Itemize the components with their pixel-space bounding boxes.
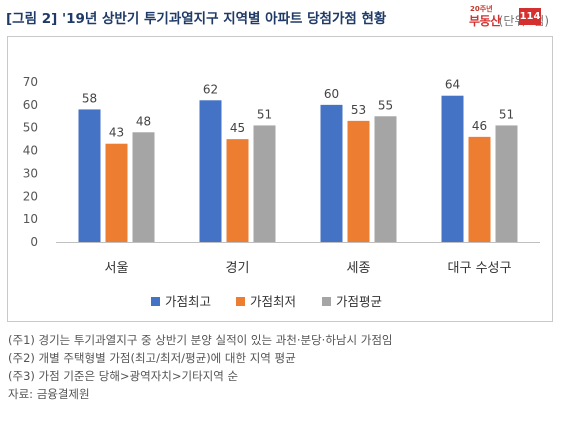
bar	[495, 125, 518, 242]
data-label: 45	[230, 121, 245, 135]
y-tick-label: 10	[23, 212, 38, 226]
chart-frame	[7, 36, 553, 322]
data-label: 60	[324, 87, 339, 101]
data-label: 51	[499, 107, 514, 121]
bar	[105, 143, 128, 242]
bar	[199, 100, 222, 243]
source-note: 자료: 금융결제원	[8, 387, 90, 401]
data-label: 51	[257, 107, 272, 121]
data-label: 53	[351, 103, 366, 117]
footnotes: (주1) 경기는 투기과열지구 중 상반기 분양 실적이 있는 과천·분당·하남…	[8, 331, 392, 403]
legend-label: 가점최저	[250, 294, 296, 309]
data-label: 46	[472, 119, 487, 133]
category-label: 경기	[226, 261, 250, 276]
bar	[226, 139, 249, 242]
y-tick-label: 0	[30, 235, 38, 249]
bar	[347, 120, 370, 242]
logo-box: 114	[519, 8, 541, 25]
logo-anniversary-text: 20주년	[470, 5, 493, 13]
footnote-3: (주3) 가점 기준은 당해>광역자치>기타지역 순	[8, 369, 239, 383]
footnote-1: (주1) 경기는 투기과열지구 중 상반기 분양 실적이 있는 과천·분당·하남…	[8, 333, 393, 347]
legend-swatch	[151, 297, 160, 306]
bar	[441, 95, 464, 242]
footnote-2: (주2) 개별 주택형별 가점(최고/최저/평균)에 대한 지역 평균	[8, 351, 296, 365]
bar	[78, 109, 101, 242]
data-label: 62	[203, 82, 218, 96]
y-tick-label: 50	[23, 121, 38, 135]
data-label: 55	[378, 98, 393, 112]
y-tick-label: 60	[23, 98, 38, 112]
legend-label: 가점최고	[165, 294, 211, 309]
bar	[374, 116, 397, 242]
category-label: 세종	[347, 261, 371, 276]
legend-swatch	[322, 297, 331, 306]
y-tick-label: 30	[23, 166, 38, 180]
brand-logo: 20주년 부동산 114	[469, 5, 541, 28]
category-label: 대구 수성구	[448, 261, 512, 276]
data-label: 64	[445, 78, 460, 92]
legend-label: 가점평균	[336, 294, 382, 309]
data-label: 58	[82, 91, 97, 105]
logo-name-text: 부동산	[469, 14, 501, 28]
y-tick-label: 40	[23, 144, 38, 158]
bar	[253, 125, 276, 242]
y-tick-label: 70	[23, 75, 38, 89]
data-label: 43	[109, 126, 124, 140]
legend-swatch	[236, 297, 245, 306]
category-label: 서울	[105, 261, 129, 276]
bar	[468, 136, 491, 242]
bar-chart: 0 10 20 30 40 50 60 70 58 43 48 서울 62 45 51 경기 60 53 55 세종 6…	[7, 36, 553, 322]
y-tick-label: 20	[23, 189, 38, 203]
chart-title: [그림 2] '19년 상반기 투기과열지구 지역별 아파트 당첨가점 현황	[6, 11, 387, 27]
bar	[320, 104, 343, 242]
bar	[132, 132, 155, 242]
data-label: 48	[136, 114, 151, 128]
